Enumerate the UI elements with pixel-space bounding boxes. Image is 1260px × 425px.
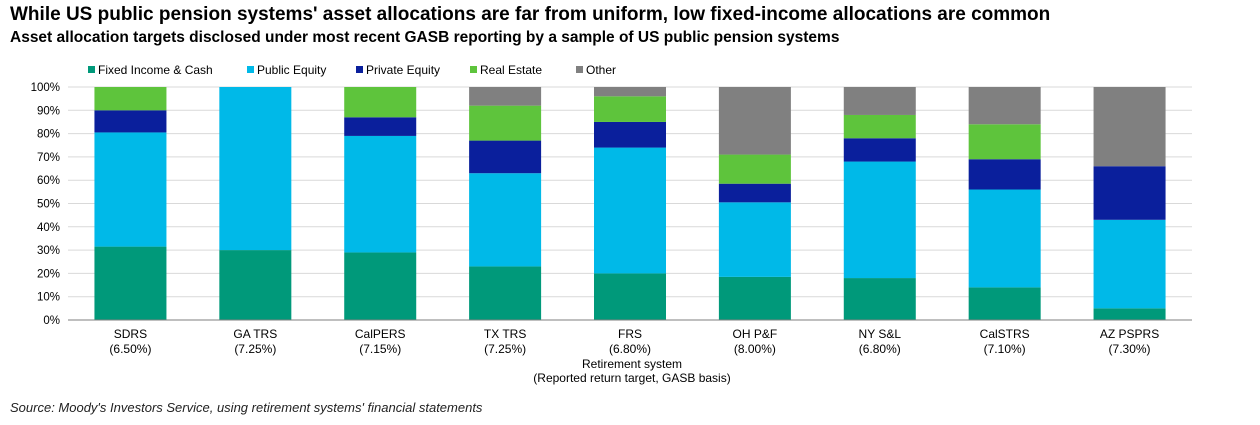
legend-item: Other (576, 63, 616, 77)
legend-swatch (247, 66, 254, 73)
bar-segment (344, 252, 417, 320)
bar-segment (718, 87, 791, 155)
legend-swatch (88, 66, 95, 73)
bar-segment (469, 266, 542, 320)
legend-label: Public Equity (257, 63, 326, 77)
bar-segment (718, 154, 791, 184)
legend-item: Real Estate (470, 63, 542, 77)
bar-segment (94, 132, 167, 247)
bar-segment (968, 287, 1041, 320)
bar-segment (469, 105, 542, 141)
chart-subtitle: Asset allocation targets disclosed under… (10, 29, 840, 46)
y-tick-label: 60% (37, 175, 60, 187)
x-axis-title: Retirement system (582, 357, 682, 371)
x-tick-sublabel: (7.15%) (359, 342, 401, 356)
legend-item: Public Equity (247, 63, 326, 77)
y-tick-label: 80% (37, 129, 60, 141)
bar-segment (469, 140, 542, 174)
x-tick-sublabel: (7.25%) (234, 342, 276, 356)
bar-segment (94, 110, 167, 133)
y-axis: 0% 10% 20% 30% 40% 50% 60% 70% 80% 90% 100% (31, 82, 60, 327)
bar-segment (1093, 308, 1166, 320)
bar-segment (594, 147, 666, 274)
bar-segment (94, 246, 167, 320)
bar-segment (718, 183, 791, 203)
x-tick-label: OH P&F (733, 327, 778, 341)
bar-segment (968, 124, 1041, 160)
bar-segment (718, 202, 791, 277)
bar-segment (968, 189, 1041, 288)
x-tick-sublabel: (8.00%) (734, 342, 776, 356)
x-tick-label: SDRS (114, 327, 147, 341)
chart-title: While US public pension systems' asset a… (10, 4, 1051, 25)
legend-swatch (356, 66, 363, 73)
legend-label: Fixed Income & Cash (98, 63, 213, 77)
y-tick-label: 70% (37, 152, 60, 164)
bar-segment (219, 250, 292, 320)
x-axis: SDRS(6.50%)GA TRS(7.25%)CalPERS(7.15%)TX… (68, 319, 1192, 385)
bar-segment (469, 173, 542, 267)
y-tick-label: 20% (37, 268, 60, 280)
x-tick-label: FRS (618, 327, 642, 341)
bars (94, 87, 1166, 320)
legend: Fixed Income & Cash Public Equity Private … (88, 63, 616, 77)
bar-segment (843, 138, 916, 162)
x-tick-label: CalPERS (355, 327, 406, 341)
legend-swatch (470, 66, 477, 73)
bar-segment (219, 87, 292, 251)
legend-item: Private Equity (356, 63, 440, 77)
x-tick-label: NY S&L (859, 327, 902, 341)
bar-segment (344, 87, 417, 118)
y-tick-label: 50% (37, 199, 60, 211)
bar-segment (469, 87, 542, 106)
bar-segment (843, 114, 916, 139)
x-tick-label: GA TRS (233, 327, 277, 341)
legend-swatch (576, 66, 583, 73)
x-tick-sublabel: (6.80%) (609, 342, 651, 356)
bar-segment (594, 96, 666, 122)
x-tick-sublabel: (7.25%) (484, 342, 526, 356)
x-tick-sublabel: (6.80%) (859, 342, 901, 356)
bar-segment (1093, 219, 1166, 309)
y-tick-label: 10% (37, 292, 60, 304)
x-tick-sublabel: (7.10%) (984, 342, 1026, 356)
x-tick-sublabel: (7.30%) (1109, 342, 1151, 356)
legend-label: Private Equity (366, 63, 440, 77)
y-tick-label: 40% (37, 222, 60, 234)
y-tick-label: 0% (43, 315, 60, 327)
x-tick-label: AZ PSPRS (1100, 327, 1159, 341)
x-axis-title: (Reported return target, GASB basis) (533, 371, 730, 385)
y-tick-label: 90% (37, 105, 60, 117)
bar-segment (344, 117, 417, 136)
bar-segment (594, 273, 666, 320)
x-tick-sublabel: (6.50%) (109, 342, 151, 356)
legend-label: Real Estate (480, 63, 542, 77)
x-tick-label: TX TRS (484, 327, 526, 341)
bar-segment (843, 87, 916, 115)
y-tick-label: 100% (31, 82, 60, 94)
legend-item: Fixed Income & Cash (88, 63, 213, 77)
bar-segment (843, 278, 916, 320)
source-note: Source: Moody's Investors Service, using… (10, 400, 483, 415)
y-tick-label: 30% (37, 245, 60, 257)
bar-segment (594, 121, 666, 148)
bar-segment (1093, 87, 1166, 167)
bar-segment (594, 87, 666, 97)
bar-segment (718, 276, 791, 320)
bar-segment (94, 87, 167, 111)
bar-segment (968, 87, 1041, 125)
bar-segment (344, 135, 417, 253)
bar-segment (968, 159, 1041, 190)
bar-segment (1093, 166, 1166, 220)
bar-segment (843, 161, 916, 279)
x-tick-label: CalSTRS (980, 327, 1030, 341)
legend-label: Other (586, 63, 616, 77)
